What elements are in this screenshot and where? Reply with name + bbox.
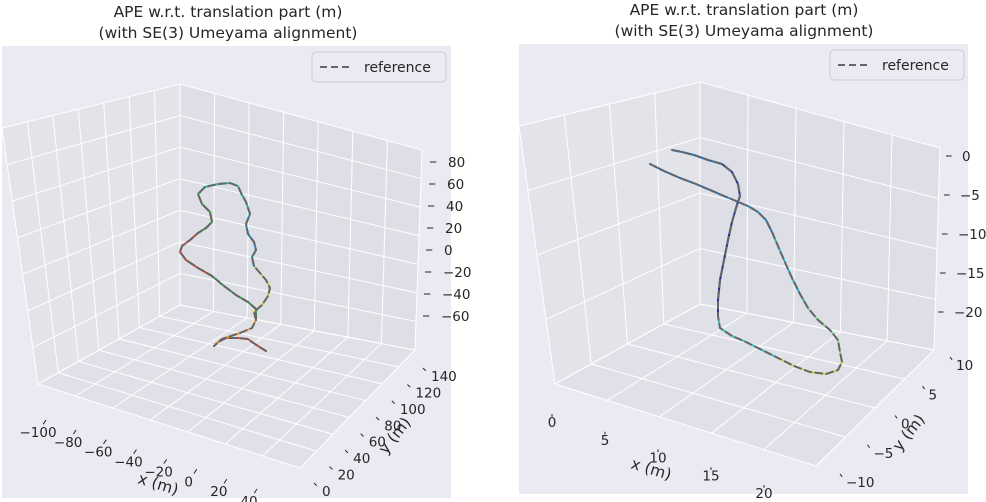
left-y-tick-label: 40 [353, 451, 370, 467]
right-legend-box [829, 49, 965, 81]
right-x-tick-label: 15 [702, 468, 719, 484]
left-x-tick-label: 0 [184, 474, 193, 490]
left-y-tick-label: 120 [415, 385, 441, 401]
right-z-ticks: 0 −5 −10 −15 −20 [938, 149, 986, 321]
right-x-tick-label: 20 [755, 486, 772, 502]
left-x-tick-mark [253, 488, 258, 494]
left-z-ticks: 80 60 40 20 0 −20 −40 −60 [423, 155, 472, 325]
left-x-tick-mark [42, 419, 47, 425]
left-y-tick-label: 100 [400, 402, 426, 418]
left-x-tick-mark [223, 478, 228, 484]
left-legend: reference [311, 51, 447, 83]
left-y-tick-mark [391, 400, 396, 405]
left-z-tick-label: 40 [446, 199, 463, 215]
left-x-ticks: −100−80−60−40−20 0 20 40 [19, 419, 258, 502]
right-y-tick-label: 0 [901, 417, 910, 433]
left-z-tick-label: 20 [445, 221, 462, 237]
left-subtitle: (with SE(3) Umeyama alignment) [99, 24, 358, 42]
right-y-tick-mark [949, 356, 953, 361]
right-y-tick-label: 5 [929, 387, 938, 403]
right-reference-line [649, 149, 843, 375]
left-pane-yz [2, 84, 180, 384]
left-legend-label: reference [364, 60, 431, 76]
left-y-tick-label: 140 [431, 369, 457, 385]
right-x-ticks: 0 5 10 15 20 [548, 414, 773, 502]
left-x-tick-mark [193, 469, 198, 474]
left-y-tick-label: 20 [338, 468, 355, 484]
left-y-tick-label: 60 [369, 435, 386, 451]
left-x-tick-label: −100 [19, 425, 56, 441]
left-x-tick-mark [103, 439, 107, 445]
right-y-ticks: 10 5 0 −5 −10 [839, 356, 973, 491]
right-z-tick-label: 0 [962, 149, 971, 165]
right-y-tick-label: −10 [846, 475, 875, 491]
left-y-tick-mark [407, 384, 411, 388]
left-trajectory [179, 182, 271, 352]
right-grid [518, 81, 941, 467]
right-x-tick-label: 10 [649, 451, 666, 467]
left-title: APE w.r.t. translation part (m) [114, 3, 343, 21]
left-x-tick-mark [72, 429, 77, 435]
right-plot: APE w.r.t. translation part (m) (with SE… [518, 1, 986, 502]
right-legend-label: reference [882, 58, 949, 74]
right-y-tick-mark [839, 473, 843, 478]
left-z-tick-label: −60 [441, 309, 470, 325]
left-y-tick-mark [375, 416, 380, 421]
left-x-tick-mark [133, 449, 137, 455]
left-pane-xy [38, 305, 415, 468]
right-legend: reference [829, 49, 965, 81]
left-y-tick-mark [360, 433, 364, 437]
right-y-tick-label: −5 [874, 446, 894, 462]
right-y-tick-label: 10 [956, 358, 973, 374]
left-y-tick-mark [329, 466, 333, 470]
left-z-tick-label: 80 [448, 155, 465, 171]
left-x-tick-label: 40 [240, 494, 257, 502]
right-z-tick-label: −20 [954, 305, 983, 321]
left-z-tick-label: −20 [443, 265, 472, 281]
right-z-tick-label: −5 [960, 188, 980, 204]
left-y-tick-label: 0 [322, 484, 331, 500]
right-title: APE w.r.t. translation part (m) [630, 1, 859, 19]
left-y-tick-mark [422, 367, 427, 372]
left-x-tick-label: −80 [54, 435, 83, 451]
right-trajectory [649, 149, 843, 375]
right-y-tick-mark [922, 385, 925, 390]
right-pane-yz [519, 82, 700, 384]
right-x-tick-label: 5 [601, 433, 610, 449]
left-z-tick-label: 0 [444, 243, 453, 259]
left-z-tick-label: −40 [442, 287, 471, 303]
left-x-tick-label: −20 [144, 464, 173, 480]
left-y-tick-mark [313, 482, 318, 487]
left-plot: APE w.r.t. translation part (m) (with SE… [1, 3, 472, 502]
left-x-tick-mark [163, 459, 167, 464]
right-x-tick-label: 0 [548, 415, 557, 431]
right-z-tick-label: −10 [958, 227, 986, 243]
left-legend-box [311, 51, 447, 83]
right-pane-xz [700, 82, 940, 350]
left-reference-line [179, 182, 271, 352]
left-x-tick-label: −60 [84, 445, 113, 461]
right-subtitle: (with SE(3) Umeyama alignment) [615, 22, 874, 40]
left-pane-xz [180, 84, 422, 350]
right-z-tick-label: −15 [956, 266, 985, 282]
left-z-tick-label: 60 [447, 177, 464, 193]
right-y-tick-mark [894, 415, 898, 419]
right-y-tick-mark [867, 444, 870, 448]
left-x-tick-label: 20 [210, 484, 227, 500]
left-y-tick-mark [344, 449, 349, 454]
left-y-tick-label: 80 [384, 418, 401, 434]
left-x-tick-label: −40 [114, 455, 143, 471]
left-grid [1, 83, 423, 469]
